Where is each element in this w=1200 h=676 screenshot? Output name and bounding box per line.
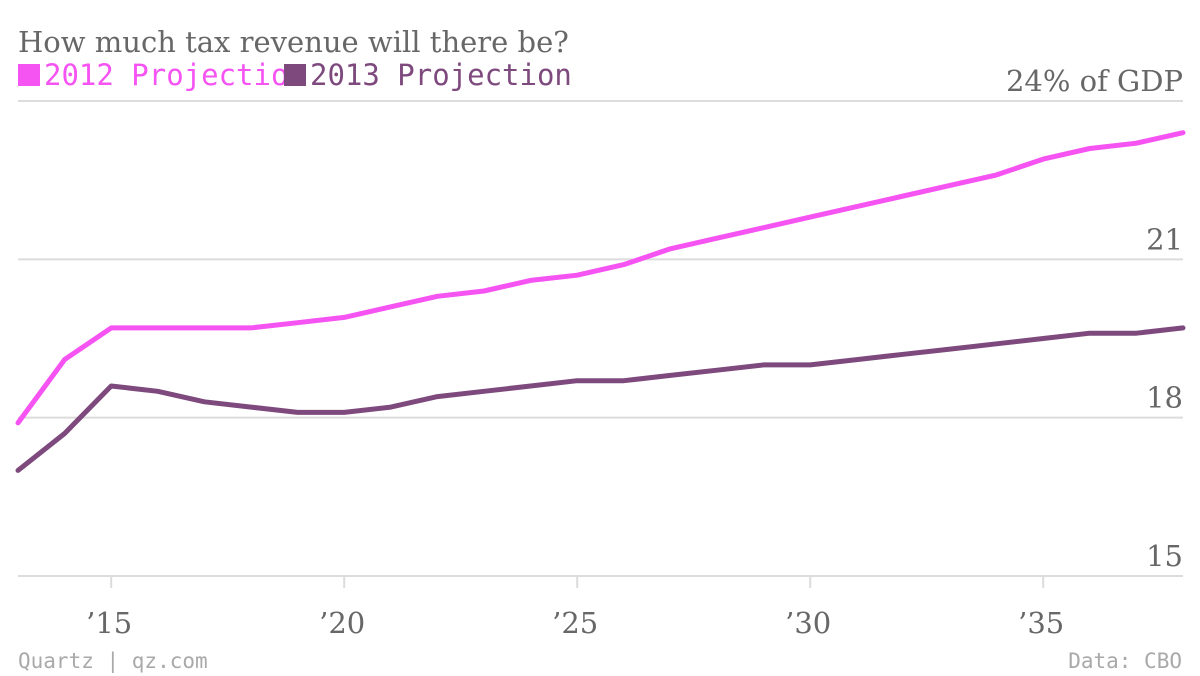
x-tick-label-2015: ’15 (86, 606, 132, 640)
x-tick-label-2020: ’20 (319, 606, 365, 640)
footer-source-right: Data: CBO (1068, 649, 1182, 673)
legend: 2012 Projection 2013 Projection (18, 58, 572, 92)
legend-swatch-2012 (18, 64, 40, 86)
series-lines (15, 130, 1186, 473)
series-line-2012-projection (15, 130, 1186, 426)
x-tick-label-2030: ’30 (785, 606, 831, 640)
footer-source-left: Quartz | qz.com (18, 649, 208, 674)
x-axis-ticks: ’15 ’20 ’25 ’30 ’35 (86, 576, 1064, 640)
y-tick-label-21: 21 (1146, 222, 1183, 256)
y-tick-label-18: 18 (1146, 381, 1183, 415)
legend-label-2012: 2012 Projection (44, 58, 306, 92)
x-tick-label-2025: ’25 (552, 606, 598, 640)
legend-swatch-2013 (284, 64, 306, 86)
y-axis-ticks: 24% of GDP 21 18 15 (1006, 64, 1183, 573)
chart-title: How much tax revenue will there be? (18, 25, 569, 59)
gridlines (18, 100, 1183, 577)
series-line-2013-projection (15, 325, 1186, 473)
y-tick-label-24: 24% of GDP (1006, 64, 1183, 98)
x-tick-label-2035: ’35 (1018, 606, 1064, 640)
legend-label-2013: 2013 Projection (310, 58, 572, 92)
y-tick-label-15: 15 (1146, 539, 1183, 573)
